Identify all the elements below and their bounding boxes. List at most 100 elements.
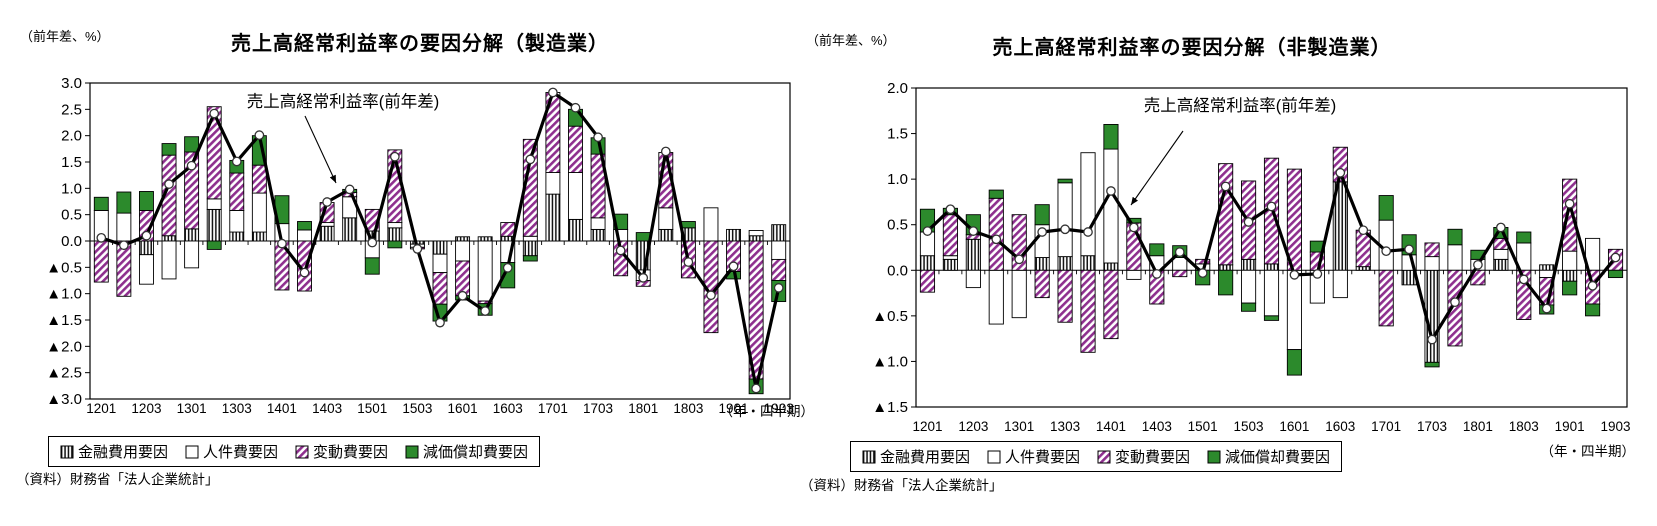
- legend-item: 人件費要因: [987, 446, 1080, 467]
- x-tick-label: 1503: [402, 401, 432, 416]
- bar-segment: [545, 172, 561, 195]
- data-point-marker: [1083, 227, 1093, 237]
- bar-segment: [1286, 349, 1302, 376]
- data-point-marker: [209, 108, 220, 119]
- y-axis-unit-label-right: （前年差、%）: [806, 33, 896, 48]
- bar-segment: [1332, 269, 1348, 299]
- data-point-marker: [344, 184, 355, 195]
- bar-segment: [1057, 182, 1073, 258]
- bar-segment: [139, 240, 154, 256]
- bar-segment: [1103, 124, 1119, 150]
- bar-segment: [1424, 361, 1440, 368]
- bar-segment: [1034, 269, 1050, 299]
- bar-segment: [206, 106, 222, 200]
- y-tick-label: 1.0: [887, 171, 908, 188]
- y-tick-label: 1.5: [887, 126, 908, 143]
- y-tick-label: ▲1.0: [872, 353, 908, 370]
- data-point-marker: [1564, 198, 1575, 209]
- data-point-marker: [164, 179, 174, 189]
- bar-segment: [965, 238, 981, 271]
- x-tick-label: 1701: [538, 401, 568, 416]
- data-point-marker: [525, 154, 536, 165]
- y-tick-label: ▲1.0: [46, 286, 82, 303]
- bar-segment: [387, 240, 403, 249]
- source-note-left: （資料）財務省「法人企業統計」: [16, 472, 219, 487]
- bar-segment: [1447, 244, 1463, 271]
- legend-swatch-purple-hatch-icon: [295, 445, 309, 458]
- x-tick-label: 1301: [1004, 419, 1034, 434]
- data-point-marker: [1037, 227, 1047, 237]
- data-point-marker: [1587, 280, 1598, 291]
- legend-swatch-vertical-stripes-icon: [60, 445, 74, 458]
- stacked-bars-left: [93, 92, 787, 395]
- bar-segment: [251, 231, 267, 242]
- data-point-marker: [1129, 222, 1139, 233]
- data-point-marker: [570, 102, 581, 113]
- data-point-marker: [1335, 167, 1346, 178]
- data-point-marker: [706, 290, 716, 301]
- bar-segment: [1241, 302, 1257, 312]
- x-tick-label: 1403: [1142, 419, 1172, 434]
- data-point-marker: [277, 238, 287, 249]
- bar-segment: [1011, 269, 1027, 319]
- bar-segment: [522, 255, 538, 262]
- x-tick-label: 1803: [673, 401, 703, 416]
- bar-segment: [455, 236, 471, 242]
- manufacturing-chart-plot: 3.0 2.5 2.0 1.5 1.0 0.5 0.0 ▲0.5 ▲1.0 ▲1.5 ▲2.0 ▲2.…: [46, 75, 814, 419]
- legend-swatch-white-icon: [987, 450, 1001, 463]
- y-tick-label: 0.0: [887, 262, 908, 279]
- data-point-marker: [186, 160, 197, 171]
- x-tick-label: 1603: [1325, 419, 1355, 434]
- data-point-marker: [1541, 303, 1552, 314]
- data-point-marker: [615, 245, 626, 256]
- line-annotation-left: 売上高経常利益率(前年差): [247, 92, 440, 111]
- x-tick-label: 1601: [448, 401, 478, 416]
- legend-item: 金融費用要因: [862, 446, 970, 467]
- data-point-marker: [96, 232, 107, 243]
- data-point-marker: [1473, 259, 1483, 270]
- x-tick-label: 1303: [1050, 419, 1080, 434]
- bar-segment: [1103, 148, 1119, 264]
- bar-segment: [1585, 303, 1601, 317]
- y-tick-label: ▲1.5: [872, 399, 908, 416]
- bar-segment: [988, 197, 1004, 271]
- y-tick-label: ▲1.5: [46, 312, 82, 329]
- y-tick-label: 2.0: [61, 128, 82, 145]
- bar-segment: [1126, 269, 1142, 280]
- annotation-arrow-right: [1130, 130, 1184, 206]
- bar-segment: [545, 193, 561, 242]
- x-tick-label: 1903: [1601, 419, 1631, 434]
- bar-segment: [965, 269, 981, 289]
- y-tick-label: ▲0.5: [872, 308, 908, 325]
- bar-segment: [1241, 269, 1257, 304]
- legend-label: 変動費要因: [1115, 449, 1191, 466]
- profit-line-left: [96, 87, 784, 394]
- bar-segment: [1080, 152, 1096, 257]
- bar-segment: [364, 257, 380, 275]
- bar-segment: [635, 232, 651, 242]
- bar-segment: [919, 255, 936, 271]
- bar-segment: [942, 214, 958, 257]
- data-point-marker: [1450, 297, 1460, 308]
- data-point-marker: [1427, 334, 1437, 345]
- bar-segment: [1378, 195, 1394, 221]
- bar-segment: [1034, 204, 1050, 226]
- bar-segment: [1263, 269, 1280, 317]
- bar-segment: [748, 235, 764, 242]
- data-point-marker: [231, 156, 242, 167]
- data-point-marker: [502, 263, 513, 273]
- bar-segment: [455, 240, 471, 262]
- data-point-marker: [548, 87, 558, 98]
- x-axis-note-right: （年・四半期）: [1541, 444, 1636, 459]
- x-tick-label: 1203: [958, 419, 988, 434]
- data-point-marker: [991, 234, 1002, 245]
- data-point-marker: [945, 204, 956, 215]
- x-tick-label: 1801: [628, 401, 658, 416]
- source-note-right: （資料）財務省「法人企業統計」: [800, 478, 1003, 493]
- bar-segment: [522, 235, 538, 242]
- bar-segment: [229, 172, 245, 211]
- data-point-marker: [1404, 244, 1414, 255]
- legend-label: 金融費用要因: [78, 444, 169, 461]
- data-point-marker: [389, 151, 400, 162]
- bar-segment: [1218, 264, 1234, 271]
